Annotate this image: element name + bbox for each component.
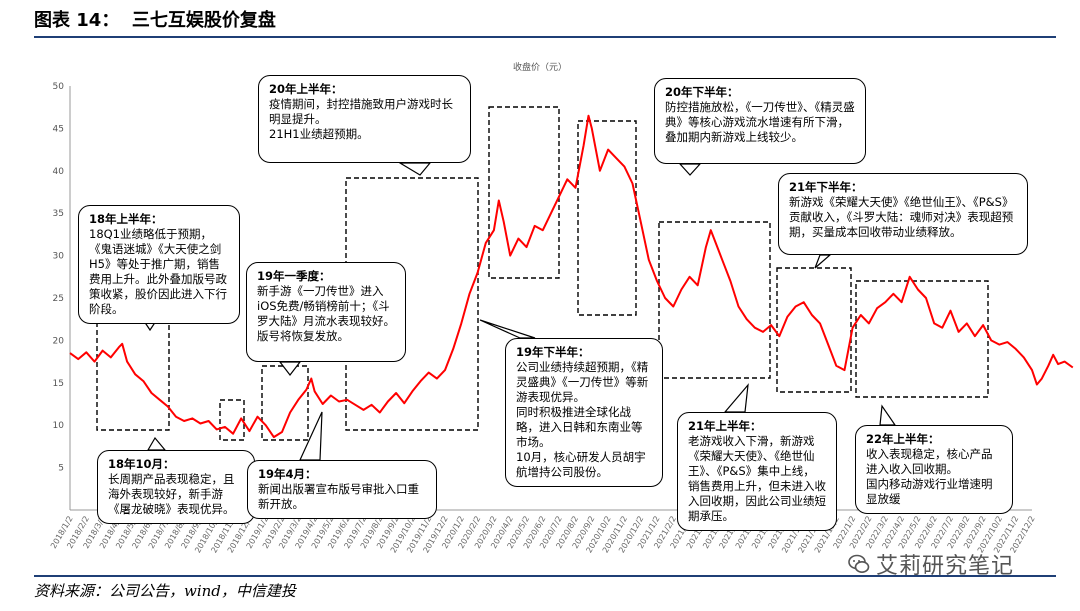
annotation-bubble: 19年下半年： 公司业绩持续超预期，《精灵盛典》《一刀传世》等新游表现优异。 同时… bbox=[505, 338, 663, 487]
y-tick-label: 15 bbox=[53, 379, 64, 389]
y-tick-label: 5 bbox=[58, 464, 64, 474]
bubble-pointer bbox=[146, 436, 167, 451]
annotation-bubble: 19年一季度： 新手游《一刀传世》进入iOS免费/畅销榜前十；《斗罗大陆》月流水表… bbox=[246, 262, 406, 362]
annotation-title: 20年下半年： bbox=[665, 85, 739, 99]
annotation-bubble: 19年4月： 新闻出版署宣布版号审批入口重新开放。 bbox=[247, 460, 437, 519]
annotation-title: 18年上半年： bbox=[89, 212, 163, 226]
bubble-pointer bbox=[723, 383, 749, 413]
y-tick-label: 25 bbox=[53, 294, 64, 304]
annotation-body: 防控措施放松，《一刀传世》、《精灵盛典》等核心游戏流水增速有所下滑，叠加期内新游… bbox=[665, 100, 855, 144]
annotation-bubble: 20年上半年： 疫情期间，封控措施致用户游戏时长明显提升。 21H1业绩超预期。 bbox=[258, 75, 471, 163]
bubble-pointer bbox=[879, 404, 897, 426]
y-tick-label: 50 bbox=[53, 82, 65, 92]
annotation-bubble: 20年下半年： 防控措施放松，《一刀传世》、《精灵盛典》等核心游戏流水增速有所下滑… bbox=[654, 78, 866, 164]
annotation-title: 18年10月： bbox=[108, 457, 175, 471]
period-box bbox=[658, 221, 771, 379]
top-rule bbox=[34, 36, 1056, 38]
annotation-body: 新闻出版署宣布版号审批入口重新开放。 bbox=[258, 482, 419, 511]
annotation-body: 收入表现稳定，核心产品进入收入回收期。 国内移动游戏行业增速明显放缓 bbox=[866, 447, 993, 506]
bubble-pointer bbox=[814, 254, 832, 269]
period-box bbox=[855, 280, 989, 398]
annotation-body: 公司业绩持续超预期，《精灵盛典》《一刀传世》等新游表现优异。 同时积极推进全球化… bbox=[516, 360, 649, 479]
price-line bbox=[69, 114, 1074, 439]
y-tick-label: 10 bbox=[53, 421, 65, 431]
y-ticks: 5 10 15 20 25 30 35 40 45 50 bbox=[53, 82, 65, 474]
bubble-pointer bbox=[278, 361, 302, 376]
annotation-title: 22年上半年： bbox=[866, 432, 940, 446]
chart-title: 收盘价（元） bbox=[513, 61, 567, 73]
y-tick-label: 20 bbox=[53, 336, 65, 346]
annotation-bubble: 18年10月： 长周期产品表现稳定，且海外表现较好，新手游《屠龙破晓》表现优异。 bbox=[97, 450, 255, 524]
period-box bbox=[776, 267, 852, 393]
bubble-pointer bbox=[678, 163, 702, 176]
bubble-pointer bbox=[397, 162, 432, 176]
annotation-title: 21年上半年： bbox=[688, 419, 762, 433]
period-box bbox=[219, 399, 245, 441]
bubble-pointer bbox=[479, 319, 536, 339]
annotation-title: 19年一季度： bbox=[257, 269, 331, 283]
annotation-title: 21年下半年： bbox=[789, 180, 863, 194]
source-note: 资料来源：公司公告，wind，中信建投 bbox=[34, 582, 296, 600]
wechat-icon bbox=[848, 554, 870, 573]
period-box bbox=[488, 106, 560, 279]
annotation-bubble: 21年上半年： 老游戏收入下滑，新游戏《荣耀大天使》、《绝世仙王》、《P&S》集中… bbox=[677, 412, 837, 531]
annotation-bubble: 18年上半年： 18Q1业绩略低于预期，《鬼语迷城》《大天使之剑 H5》等处于推广… bbox=[78, 205, 240, 324]
annotation-body: 疫情期间，封控措施致用户游戏时长明显提升。 21H1业绩超预期。 bbox=[269, 97, 453, 141]
y-tick-label: 30 bbox=[53, 252, 65, 262]
annotation-title: 20年上半年： bbox=[269, 82, 343, 96]
period-box bbox=[577, 120, 637, 316]
y-tick-label: 45 bbox=[53, 124, 64, 134]
annotation-body: 新游戏《荣耀大天使》《绝世仙王》、《P&S》贡献收入，《斗罗大陆：魂师对决》表现… bbox=[789, 195, 1014, 239]
annotation-bubble: 21年下半年： 新游戏《荣耀大天使》《绝世仙王》、《P&S》贡献收入，《斗罗大陆：… bbox=[778, 173, 1028, 255]
figure-title: 图表 14： 三七互娱股价复盘 bbox=[34, 10, 276, 31]
annotation-title: 19年下半年： bbox=[516, 345, 590, 359]
annotation-title: 19年4月： bbox=[258, 467, 317, 481]
annotation-body: 长周期产品表现稳定，且海外表现较好，新手游《屠龙破晓》表现优异。 bbox=[108, 472, 235, 516]
annotation-body: 新手游《一刀传世》进入iOS免费/畅销榜前十；《斗罗大陆》月流水表现较好。版号将… bbox=[257, 284, 395, 343]
annotation-body: 老游戏收入下滑，新游戏《荣耀大天使》、《绝世仙王》、《P&S》集中上线，销售费用… bbox=[688, 434, 826, 523]
period-box bbox=[261, 365, 309, 441]
bubble-pointer bbox=[299, 411, 323, 461]
y-tick-label: 40 bbox=[53, 167, 65, 177]
annotation-body: 18Q1业绩略低于预期，《鬼语迷城》《大天使之剑 H5》等处于推广期，销售费用上… bbox=[89, 227, 227, 316]
period-box bbox=[96, 316, 170, 431]
watermark: 艾莉研究笔记 bbox=[848, 548, 1014, 580]
bottom-rule bbox=[34, 575, 1056, 577]
y-tick-label: 35 bbox=[53, 209, 64, 219]
watermark-text: 艾莉研究笔记 bbox=[876, 554, 1015, 579]
annotation-bubble: 22年上半年： 收入表现稳定，核心产品进入收入回收期。 国内移动游戏行业增速明显放… bbox=[855, 425, 1013, 514]
